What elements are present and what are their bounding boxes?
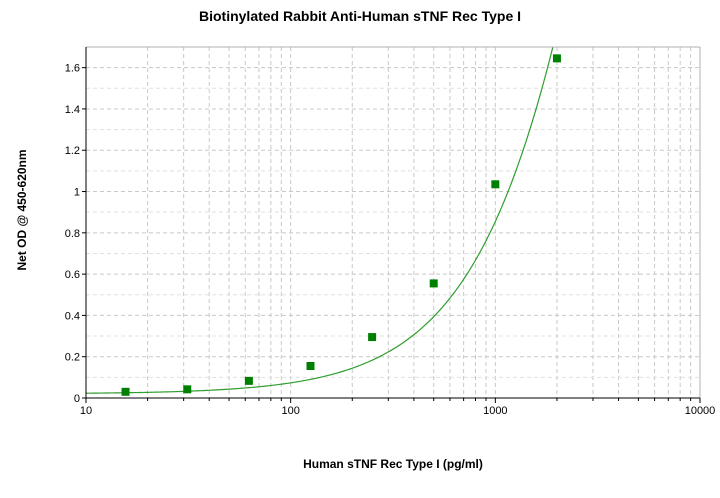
plot-background	[86, 47, 700, 398]
fit-curve	[85, 46, 554, 394]
y-tick-label: 1.2	[65, 145, 80, 157]
chart-title: Biotinylated Rabbit Anti-Human sTNF Rec …	[198, 8, 522, 24]
y-tick-label: 0.6	[65, 269, 80, 281]
grid-layer	[86, 47, 700, 398]
data-points-layer	[121, 54, 561, 396]
y-tick-label: 1.6	[65, 63, 80, 75]
x-tick-label: 1000	[483, 405, 507, 417]
tick-labels-layer: 0 0.2 0.4 0.6 0.8 1 1.2 1.4 1.6 10 100 1000 10000	[65, 63, 716, 417]
y-tick-label: 0.8	[65, 228, 80, 240]
x-axis-title: Human sTNF Rec Type I (pg/ml)	[303, 457, 483, 471]
data-point	[306, 361, 315, 370]
y-tick-label: 0.2	[65, 352, 80, 364]
plot-frame-layer	[82, 46, 701, 403]
fit-curve-layer	[85, 46, 554, 394]
y-tick-label: 1	[74, 187, 80, 199]
y-tick-label: 1.4	[65, 104, 80, 116]
data-point	[183, 385, 192, 394]
y-tick-label: 0	[74, 393, 80, 405]
data-point	[121, 387, 130, 396]
y-tick-label: 0.4	[65, 310, 80, 322]
data-point	[491, 180, 500, 189]
x-tick-label: 100	[281, 405, 299, 417]
data-point	[368, 333, 377, 342]
data-point	[552, 54, 561, 63]
data-point	[429, 279, 438, 288]
x-tick-label: 10	[80, 405, 92, 417]
data-point	[244, 376, 253, 385]
x-tick-label: 10000	[685, 405, 716, 417]
